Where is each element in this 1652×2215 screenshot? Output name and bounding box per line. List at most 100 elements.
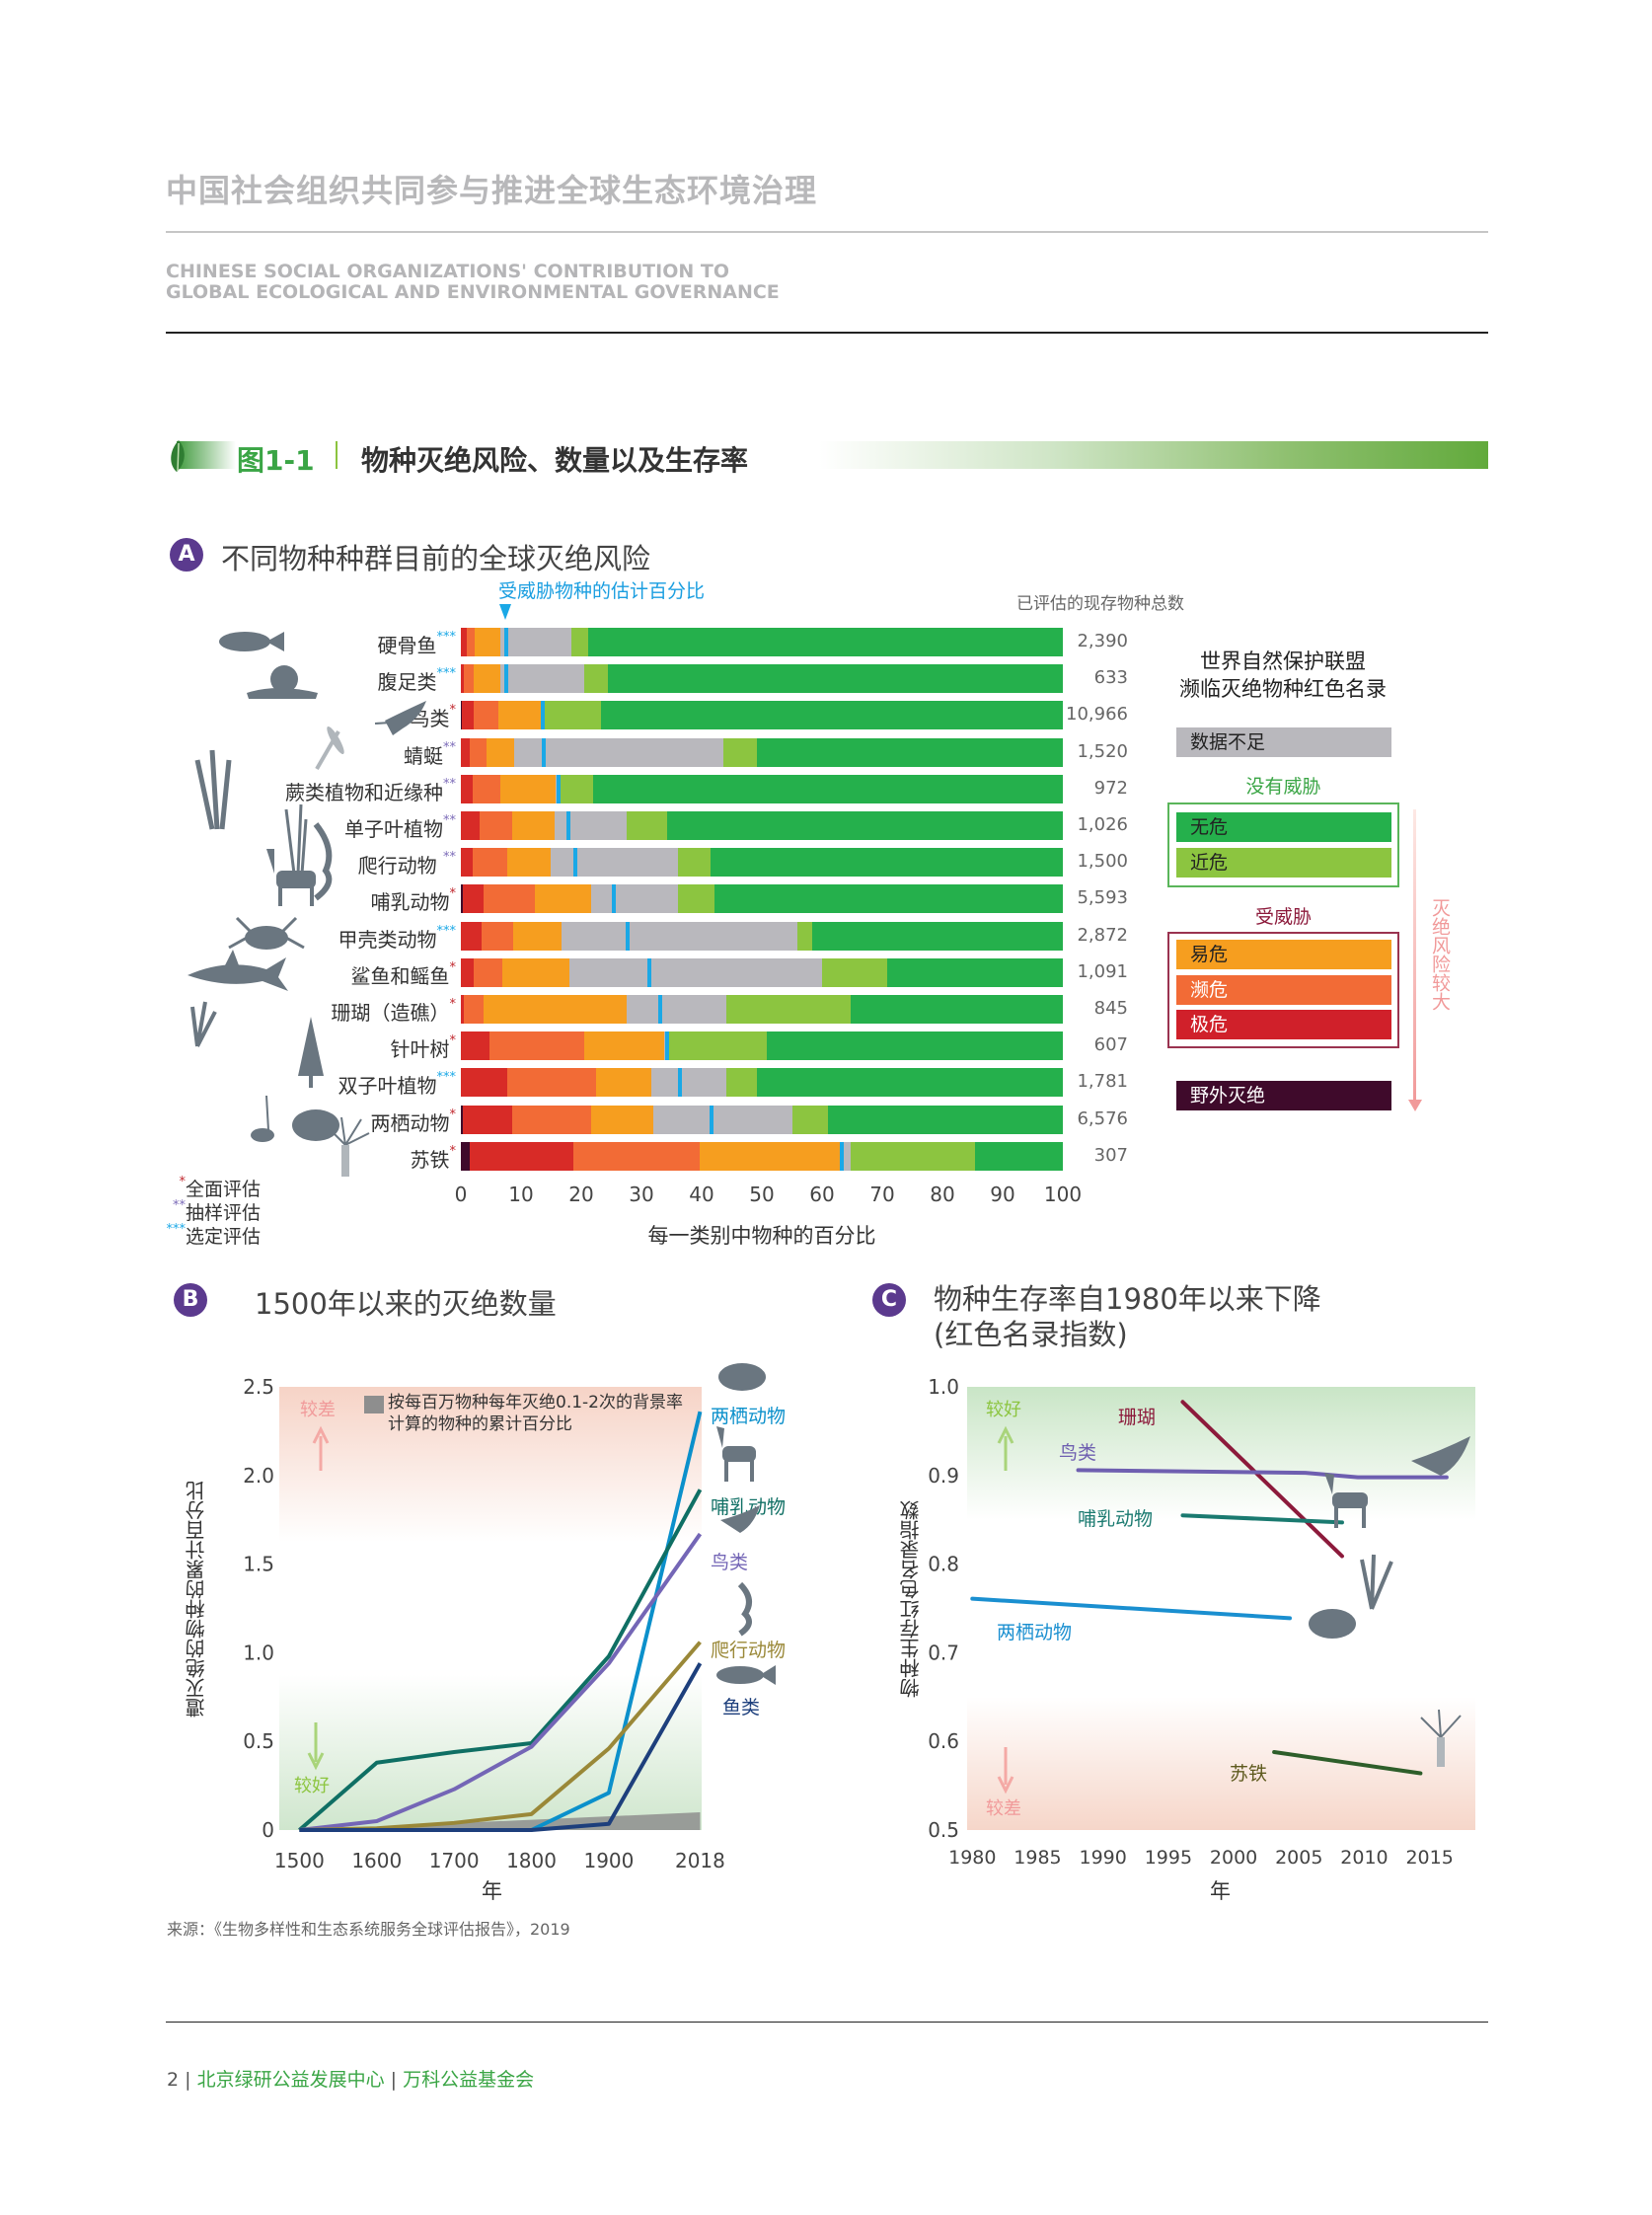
threatened-estimate-marker bbox=[503, 664, 508, 694]
assessment-stars: ** bbox=[443, 739, 456, 755]
bar-segment-vu bbox=[483, 995, 628, 1024]
bar-segment-en bbox=[474, 701, 499, 730]
species-count: 5,593 bbox=[1077, 887, 1128, 909]
legend-title-line-1: 世界自然保护联盟 bbox=[1200, 649, 1366, 673]
frog-icon bbox=[292, 1109, 339, 1141]
x-tick-label-a: 0 bbox=[454, 1183, 468, 1206]
x-tick-label-b: 1700 bbox=[429, 1849, 480, 1872]
legend-label: 全面评估 bbox=[186, 1179, 262, 1200]
bar-segment-nt bbox=[726, 1068, 758, 1098]
threatened-estimate-marker bbox=[625, 921, 630, 951]
species-silhouettes bbox=[188, 632, 426, 1177]
title-bar-gradient-right bbox=[819, 441, 1488, 469]
x-tick-label-b: 1800 bbox=[506, 1849, 557, 1872]
species-count: 1,026 bbox=[1077, 814, 1128, 835]
figure-number: 图1-1 bbox=[237, 444, 315, 477]
row-label: 双子叶植物*** bbox=[338, 1070, 457, 1099]
legend-vulnerable: 易危 bbox=[1176, 940, 1391, 969]
bar-segment-en bbox=[464, 995, 485, 1024]
assessment-stars: *** bbox=[436, 923, 457, 939]
shark-icon bbox=[188, 950, 288, 991]
row-label: 腹足类*** bbox=[378, 666, 457, 695]
bar-segment-en bbox=[479, 811, 513, 840]
bar-segment-en bbox=[470, 737, 488, 767]
row-label-text: 硬骨鱼 bbox=[377, 634, 437, 657]
bar-segment-dd bbox=[590, 884, 679, 914]
series-label-reptiles: 爬行动物 bbox=[711, 1640, 787, 1661]
section-b-title: 1500年以来的灭绝数量 bbox=[255, 1287, 557, 1321]
bar-segment-vu bbox=[590, 1105, 654, 1134]
bar-segment-lc bbox=[601, 701, 1064, 730]
row-label-text: 腹足类 bbox=[377, 670, 437, 695]
bar-segment-cr bbox=[461, 774, 474, 803]
legend-stars: * bbox=[179, 1175, 187, 1189]
bar-segment-vu bbox=[498, 701, 542, 730]
source-note: 来源：《生物多样性和生态系统服务全球评估报告》，2019 bbox=[167, 1920, 570, 1939]
cycad-icon bbox=[325, 1116, 370, 1177]
dicot-plant-icon bbox=[251, 1095, 274, 1142]
background-rate-swatch bbox=[364, 1396, 384, 1413]
badge-a: A bbox=[170, 538, 203, 572]
assessment-stars: * bbox=[449, 1143, 457, 1159]
bar-segment-en bbox=[489, 1031, 585, 1061]
x-tick-label-b: 1900 bbox=[583, 1849, 634, 1872]
frog-icon bbox=[718, 1363, 766, 1391]
bar-segment-vu bbox=[584, 1031, 665, 1061]
row-label: 蜻蜓** bbox=[404, 740, 456, 769]
bar-segment-nt bbox=[627, 811, 668, 840]
assessment-stars: * bbox=[449, 997, 457, 1012]
x-tick-label-a: 50 bbox=[749, 1183, 775, 1206]
y-tick-label-b: 0 bbox=[262, 1818, 274, 1842]
chart-b-silhouettes bbox=[716, 1363, 776, 1685]
bar-segment-nt bbox=[669, 1031, 768, 1061]
legend-near-threatened: 近危 bbox=[1176, 848, 1391, 878]
bar-segment-en bbox=[512, 1105, 592, 1134]
bar-segment-vu bbox=[512, 811, 556, 840]
y-tick-label-c: 0.9 bbox=[928, 1464, 959, 1488]
x-tick-label-a: 20 bbox=[568, 1183, 594, 1206]
deer-icon bbox=[716, 1426, 756, 1482]
bar-segment-nt bbox=[571, 628, 589, 656]
legend-label: 抽样评估 bbox=[186, 1202, 262, 1224]
species-count: 6,576 bbox=[1077, 1108, 1128, 1129]
threatened-estimate-marker bbox=[503, 628, 508, 656]
x-tick-label-c: 2005 bbox=[1275, 1847, 1322, 1869]
frog-icon bbox=[1309, 1609, 1356, 1639]
bar-segment-cr bbox=[462, 701, 475, 730]
marker-arrow-icon bbox=[499, 604, 511, 620]
line-series-b-1 bbox=[298, 1489, 703, 1832]
series-label-corals: 珊瑚 bbox=[1118, 1407, 1157, 1428]
bar-segment-cr bbox=[462, 1105, 513, 1134]
bar-segment-vu bbox=[513, 921, 563, 951]
publication-title-en: CHINESE SOCIAL ORGANIZATIONS' CONTRIBUTI… bbox=[166, 262, 780, 303]
legend-stars: ** bbox=[173, 1198, 186, 1213]
assessment-legend-item: *全面评估 bbox=[148, 1175, 276, 1201]
title-en-line-2: GLOBAL ECOLOGICAL AND ENVIRONMENTAL GOVE… bbox=[166, 281, 780, 303]
row-label: 针叶树* bbox=[391, 1033, 457, 1062]
bar-segment-vu bbox=[595, 1068, 652, 1098]
threatened-estimate-marker bbox=[657, 995, 662, 1024]
snail-icon bbox=[247, 665, 318, 699]
species-count: 1,500 bbox=[1077, 851, 1128, 873]
footer-org-2: 万科公益基金会 bbox=[403, 2069, 535, 2091]
section-c-title: 物种生存率自1980年以来下降 (红色名录指数) bbox=[934, 1281, 1321, 1352]
y-tick-label-b: 1.0 bbox=[243, 1641, 274, 1664]
row-label: 蕨类植物和近缘种** bbox=[285, 777, 456, 805]
legend-stars: *** bbox=[166, 1222, 187, 1237]
row-label-text: 两栖动物 bbox=[370, 1110, 450, 1135]
bar-segment-nt bbox=[722, 737, 758, 767]
bar-segment-dd bbox=[550, 848, 679, 878]
assessment-stars: * bbox=[449, 886, 457, 902]
bar-segment-en bbox=[472, 774, 501, 803]
species-count: 633 bbox=[1093, 667, 1128, 689]
x-tick-label-a: 30 bbox=[629, 1183, 654, 1206]
species-count: 1,781 bbox=[1077, 1071, 1128, 1093]
x-tick-label-c: 1980 bbox=[948, 1847, 996, 1869]
row-label-text: 苏铁 bbox=[410, 1147, 450, 1172]
bar-segment-dd bbox=[840, 1141, 852, 1171]
better-label-c: 较好 bbox=[986, 1400, 1021, 1420]
legend-not-threatened-group bbox=[1167, 802, 1399, 887]
species-count: 307 bbox=[1093, 1144, 1128, 1166]
section-a-title: 不同物种种群目前的全球灭绝风险 bbox=[221, 542, 651, 575]
